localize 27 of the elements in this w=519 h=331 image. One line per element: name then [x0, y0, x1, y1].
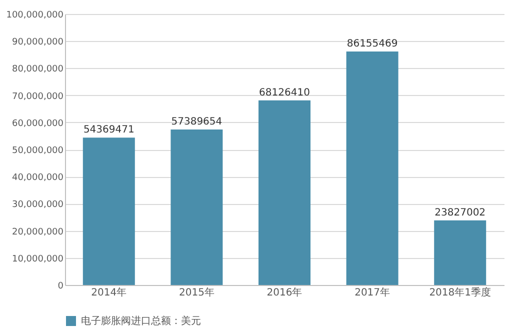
- data-label: 23827002: [434, 207, 486, 218]
- y-tick-label: 40,000,000: [12, 173, 64, 184]
- bar: [258, 100, 310, 285]
- y-tick-label: 100,000,000: [6, 10, 64, 20]
- y-tick-label: 60,000,000: [12, 118, 64, 129]
- y-tick-label: 80,000,000: [12, 64, 64, 75]
- y-tick-label: 10,000,000: [12, 254, 64, 264]
- x-tick-label: 2014年: [91, 286, 127, 298]
- bar: [434, 220, 486, 285]
- y-tick-label: 20,000,000: [12, 227, 64, 238]
- bar: [170, 129, 223, 285]
- x-tick-label: 2017年: [354, 286, 390, 298]
- bar: [346, 52, 398, 285]
- data-label: 54369471: [83, 124, 134, 136]
- x-tick-label: 2016年: [266, 286, 302, 298]
- y-tick-label: 50,000,000: [12, 146, 64, 156]
- x-tick-label: 2015年: [178, 286, 214, 298]
- y-tick-label: 0: [58, 282, 64, 292]
- data-label: 57389654: [171, 116, 222, 128]
- y-tick-label: 90,000,000: [12, 38, 64, 48]
- y-tick-label: 70,000,000: [12, 92, 64, 102]
- y-tick-label: 30,000,000: [12, 200, 64, 210]
- x-tick-label: 2018年1季度: [429, 286, 492, 298]
- data-label: 86155469: [346, 38, 398, 50]
- data-label: 68126410: [259, 87, 310, 98]
- legend-label: 电子膨胀阀进口总额：美元: [81, 315, 201, 327]
- bar: [82, 138, 135, 285]
